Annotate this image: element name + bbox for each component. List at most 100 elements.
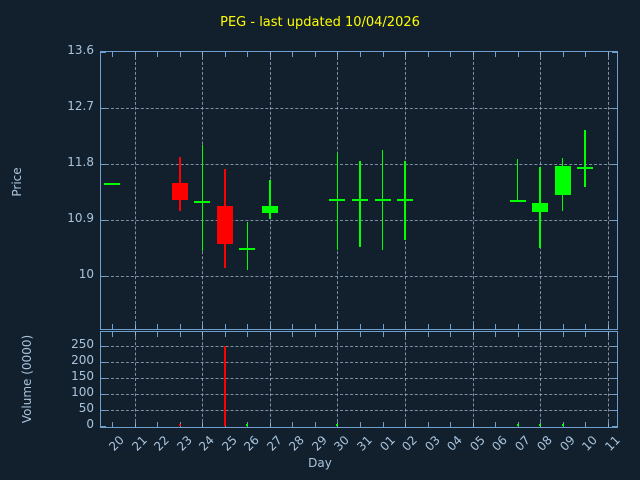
price-tick-label: 12.7 xyxy=(67,99,94,113)
candle-doji xyxy=(577,167,594,170)
candle-body xyxy=(554,165,571,196)
axis-tick xyxy=(202,332,204,337)
price-gridline xyxy=(101,108,617,109)
axis-tick xyxy=(427,52,429,57)
candle-body xyxy=(216,206,233,244)
axis-tick xyxy=(472,324,474,329)
axis-tick xyxy=(612,378,617,379)
axis-tick xyxy=(612,52,617,53)
axis-tick xyxy=(134,324,136,329)
candle-doji xyxy=(509,200,526,203)
axis-tick xyxy=(314,52,316,57)
axis-tick xyxy=(360,324,361,329)
axis-tick xyxy=(247,324,249,329)
axis-tick xyxy=(612,362,617,363)
axis-tick xyxy=(292,52,294,57)
axis-tick xyxy=(612,394,617,395)
day-gridline xyxy=(607,52,609,329)
day-tick-label: 31 xyxy=(354,433,375,454)
volume-bar xyxy=(539,424,542,426)
axis-tick xyxy=(427,422,429,427)
axis-tick xyxy=(612,426,617,427)
axis-tick xyxy=(360,422,361,427)
volume-bar xyxy=(246,424,249,426)
axis-tick xyxy=(112,324,114,329)
day-gridline xyxy=(269,332,271,427)
axis-tick xyxy=(495,332,497,337)
volume-gridline xyxy=(101,362,617,363)
axis-tick xyxy=(157,52,159,57)
axis-tick xyxy=(427,324,429,329)
axis-tick xyxy=(292,332,294,337)
day-gridline xyxy=(405,332,407,427)
axis-tick xyxy=(101,108,106,109)
candle-doji xyxy=(104,182,121,185)
candle-doji xyxy=(374,199,391,202)
axis-tick xyxy=(314,332,316,337)
price-axis-label: Price xyxy=(10,167,24,197)
axis-tick xyxy=(112,52,114,57)
axis-tick xyxy=(562,324,564,329)
volume-tick-label: 250 xyxy=(71,337,94,351)
axis-tick xyxy=(337,324,339,329)
candle-doji xyxy=(397,199,414,202)
axis-tick xyxy=(585,52,587,57)
axis-tick xyxy=(612,410,617,411)
axis-tick xyxy=(495,52,497,57)
axis-tick xyxy=(292,422,294,427)
axis-tick xyxy=(314,324,316,329)
price-tick-label: 11.8 xyxy=(67,155,94,169)
axis-tick xyxy=(292,324,294,329)
axis-tick xyxy=(607,324,609,329)
volume-gridline xyxy=(101,378,617,379)
axis-tick xyxy=(382,332,384,337)
day-tick-label: 10 xyxy=(579,433,601,454)
axis-tick xyxy=(101,276,106,277)
day-gridline xyxy=(607,332,609,427)
price-tick-label: 10 xyxy=(78,267,94,281)
volume-bar xyxy=(516,424,519,426)
axis-tick xyxy=(472,52,474,57)
price-tick-label: 10.9 xyxy=(67,211,94,225)
candle-body xyxy=(261,206,278,213)
axis-tick xyxy=(101,164,106,165)
axis-tick xyxy=(101,410,106,411)
axis-tick xyxy=(517,324,519,329)
day-axis-label: Day xyxy=(308,456,332,470)
axis-tick xyxy=(382,324,384,329)
day-gridline xyxy=(134,332,136,427)
axis-tick xyxy=(612,164,617,165)
axis-tick xyxy=(612,108,617,109)
axis-tick xyxy=(134,332,136,337)
candle-body xyxy=(532,202,549,212)
day-gridline xyxy=(337,332,339,427)
axis-tick xyxy=(360,332,361,337)
axis-tick xyxy=(101,378,106,379)
axis-tick xyxy=(585,324,587,329)
axis-tick xyxy=(134,422,136,427)
volume-bar xyxy=(336,424,339,426)
volume-gridline xyxy=(101,346,617,347)
axis-tick xyxy=(112,422,114,427)
axis-tick xyxy=(247,332,249,337)
volume-gridline xyxy=(101,394,617,395)
axis-tick xyxy=(517,332,519,337)
axis-tick xyxy=(247,52,249,57)
axis-tick xyxy=(112,332,114,337)
volume-bar xyxy=(178,424,181,426)
axis-tick xyxy=(101,220,106,221)
axis-tick xyxy=(495,324,497,329)
axis-tick xyxy=(202,324,204,329)
axis-tick xyxy=(337,332,339,337)
axis-tick xyxy=(269,422,271,427)
volume-bar xyxy=(223,346,226,426)
axis-tick xyxy=(472,332,474,337)
axis-tick xyxy=(612,276,617,277)
axis-tick xyxy=(562,332,564,337)
axis-tick xyxy=(382,422,384,427)
axis-tick xyxy=(382,52,384,57)
axis-tick xyxy=(224,324,226,329)
volume-tick-label: 150 xyxy=(71,369,94,383)
axis-tick xyxy=(101,52,106,53)
